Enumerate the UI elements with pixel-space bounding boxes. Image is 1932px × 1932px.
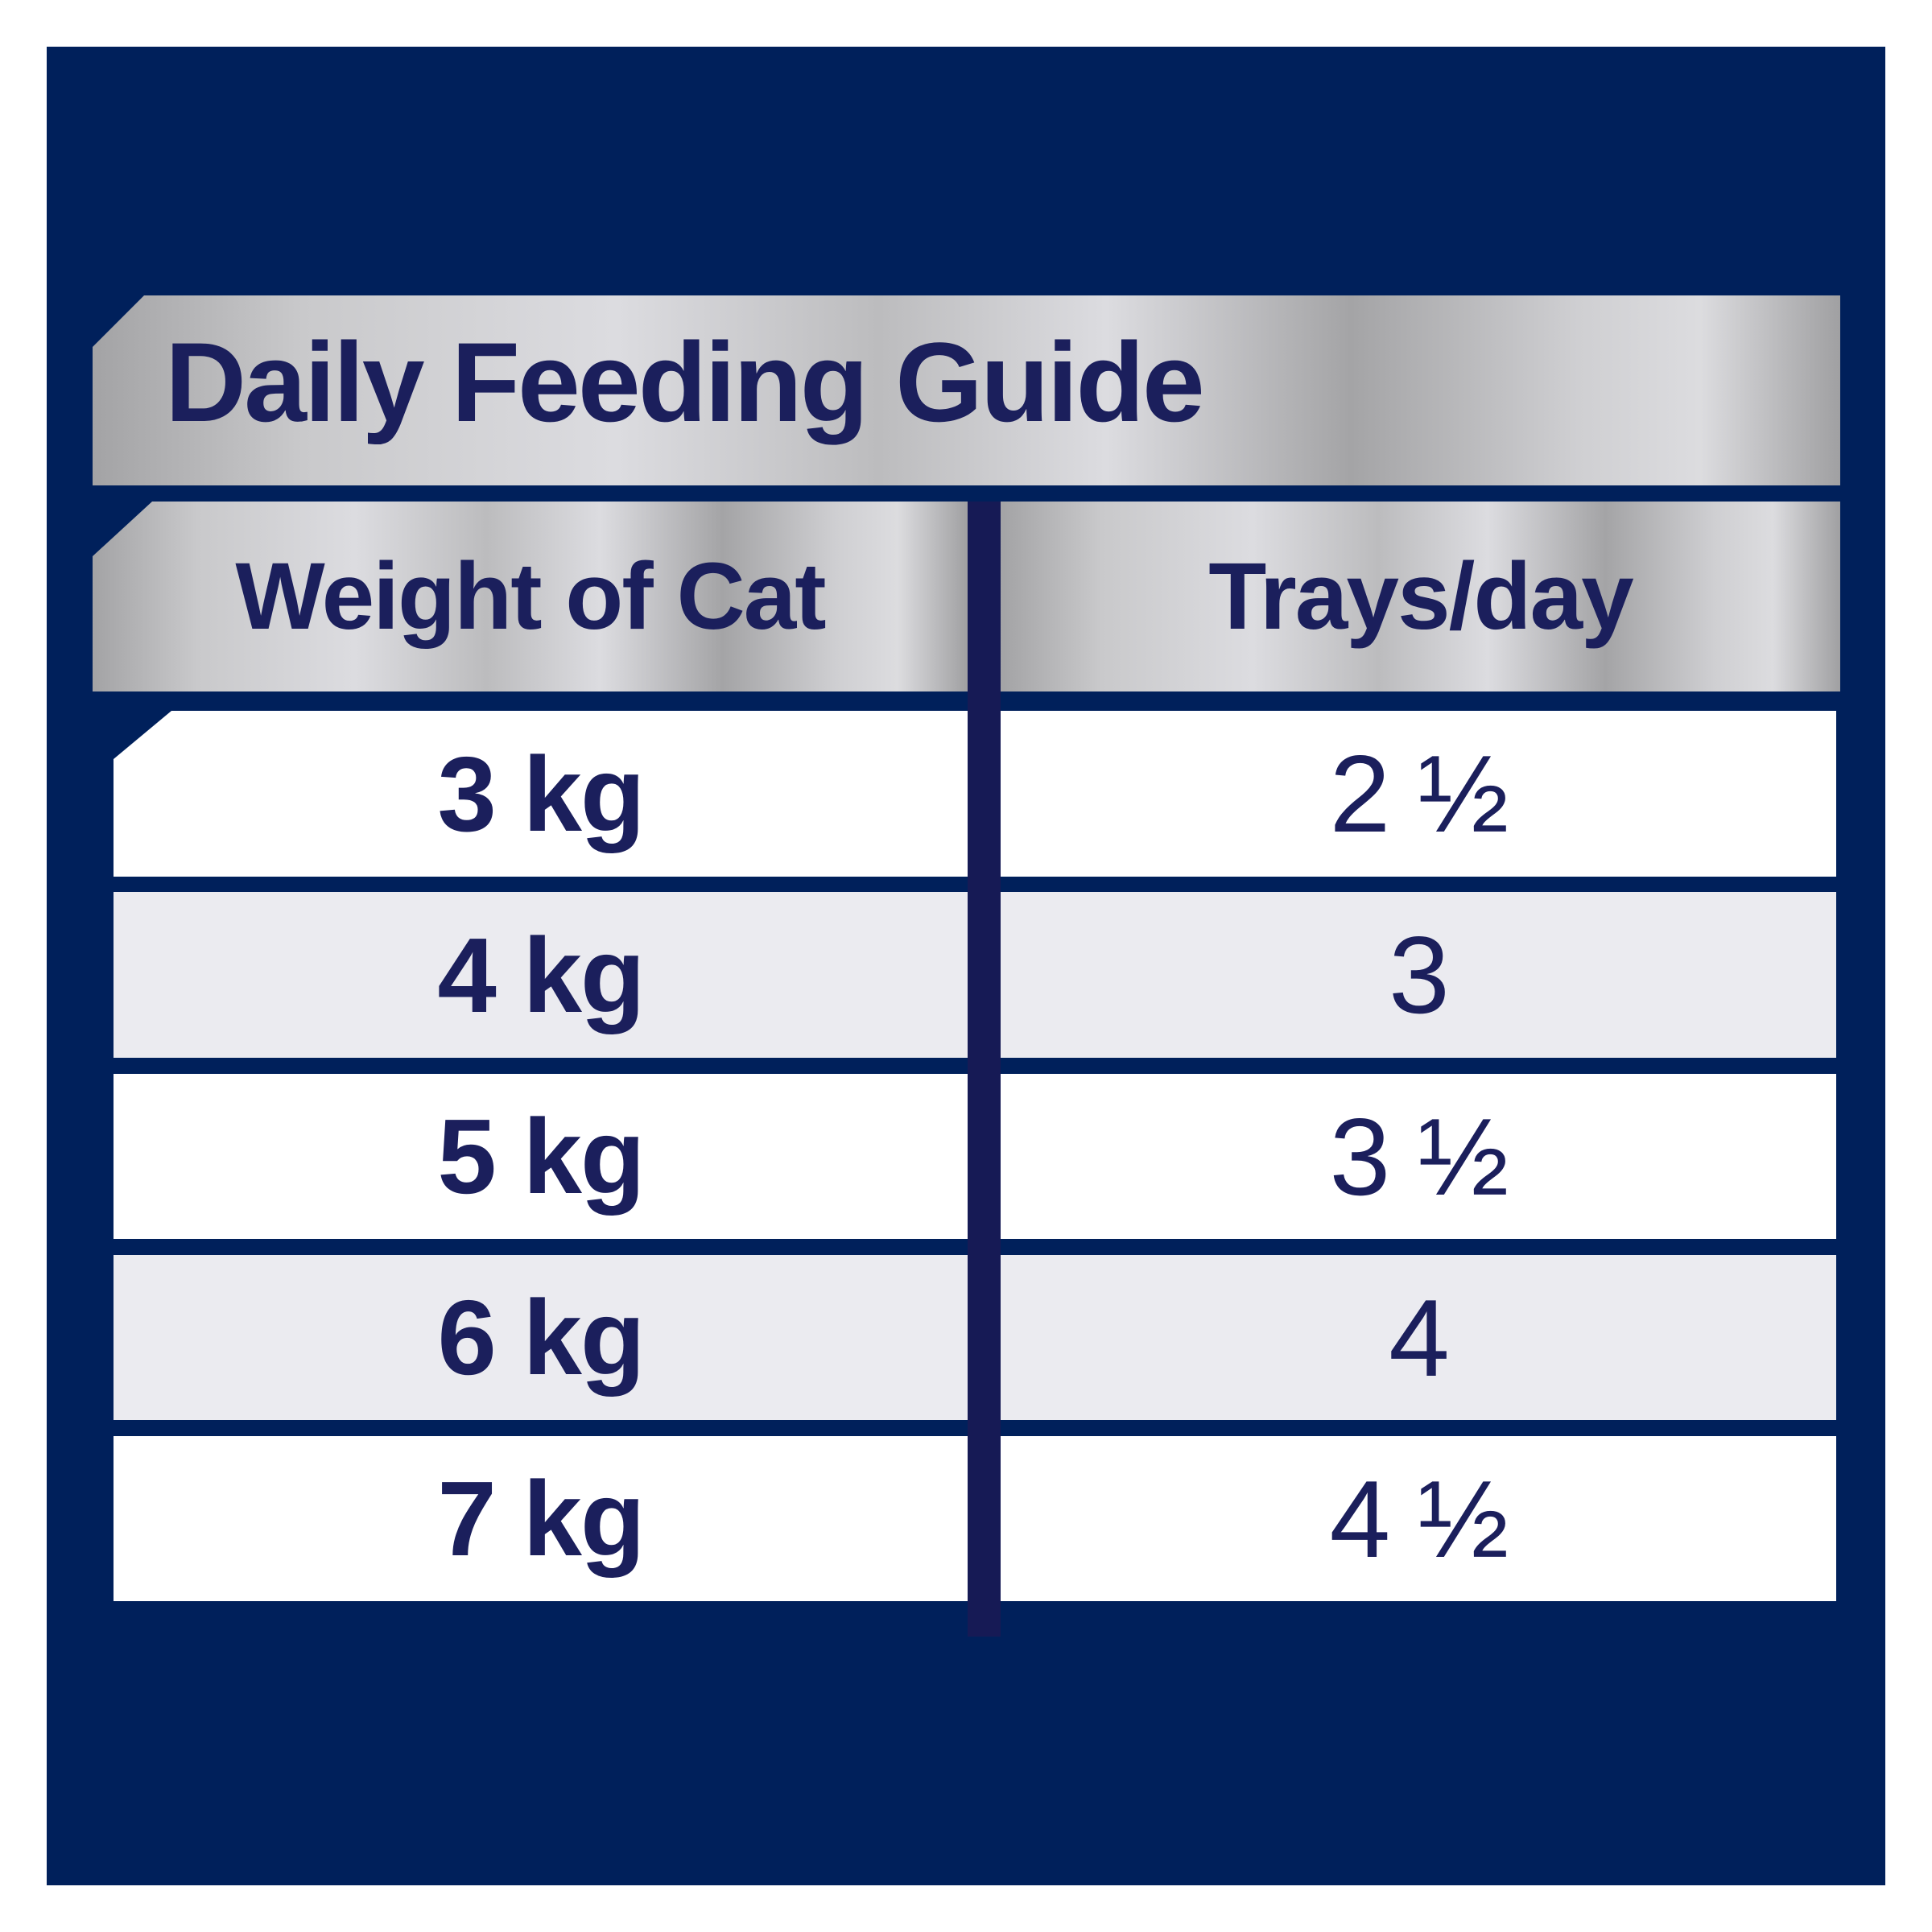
trays-cell: 3 [1001,892,1836,1058]
page-title: Daily Feeding Guide [165,319,1205,445]
column-divider [968,502,1001,1637]
weight-cell: 5 kg [114,1074,968,1239]
trays-cell: 2 ½ [1001,711,1836,877]
weight-cell: 7 kg [114,1436,968,1601]
title-band: Daily Feeding Guide [93,295,1840,485]
header-trays: Trays/day [1001,502,1840,691]
header-weight: Weight of Cat [93,502,968,691]
weight-cell: 6 kg [114,1255,968,1420]
weight-cell: 4 kg [114,892,968,1058]
trays-cell: 3 ½ [1001,1074,1836,1239]
trays-cell: 4 ½ [1001,1436,1836,1601]
weight-cell: 3 kg [114,711,968,877]
trays-cell: 4 [1001,1255,1836,1420]
